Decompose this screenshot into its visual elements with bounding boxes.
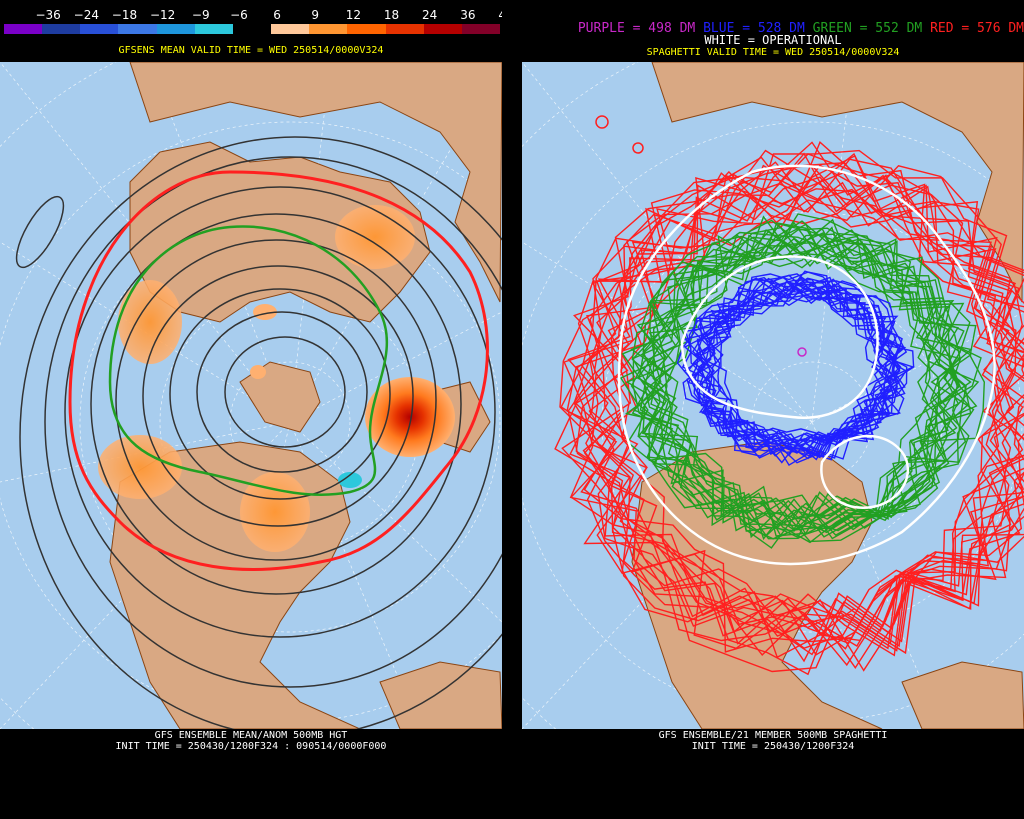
spaghetti-footer-title: GFS ENSEMBLE/21 MEMBER 500MB SPAGHETTI: [658, 730, 888, 741]
spaghetti-member-576: [586, 176, 1024, 672]
ensemble-mean-map[interactable]: [0, 62, 502, 729]
anomaly-colorbar: [4, 24, 501, 34]
land-masses: [631, 62, 1024, 729]
legend-purple: PURPLE = 498 DM: [577, 21, 696, 36]
colorbar-swatch: [80, 24, 119, 34]
spaghetti-legend: PURPLE = 498 DM BLUE = 528 DM GREEN = 55…: [522, 21, 1024, 36]
colorbar-tick-label: −6: [230, 8, 248, 22]
mean-footer-title: GFS ENSEMBLE MEAN/ANOM 500MB HGT: [154, 730, 348, 741]
spaghetti-member-576: [569, 156, 1024, 667]
colorbar-swatch: [232, 24, 272, 34]
spaghetti-member-552: [652, 223, 982, 539]
spaghetti-footer-init: INIT TIME = 250430/1200F324: [691, 741, 855, 752]
colorbar-tick-label: −36: [35, 8, 61, 22]
anomaly-europe: [365, 377, 455, 457]
spaghetti-member-528: [692, 276, 899, 442]
anomaly-siberia: [335, 205, 415, 269]
spaghetti-member-528: [696, 281, 908, 457]
colorbar-tick-label: 9: [311, 8, 320, 22]
contour-576-red: [68, 170, 489, 571]
colorbar-tick-labels: −36−24−18−12−9−6691218243648: [4, 8, 513, 22]
spaghetti-member-576: [589, 182, 1024, 656]
mean-valid-time-title: GFSENS MEAN VALID TIME = WED 250514/0000…: [118, 45, 384, 56]
colorbar-swatch: [347, 24, 386, 34]
spaghetti-member-552: [624, 237, 961, 532]
spaghetti-member-552: [640, 236, 970, 544]
spaghetti-member-552: [631, 230, 960, 527]
colorbar-tick-label: 6: [273, 8, 281, 22]
colorbar-tick-label: −24: [73, 8, 99, 22]
anomaly-north-pacific: [98, 435, 182, 499]
colorbar-swatch: [461, 24, 501, 34]
height-anomalies: [98, 205, 455, 552]
colorbar-swatch: [423, 24, 462, 34]
spaghetti-member-552: [648, 223, 972, 526]
spaghetti-panel: PURPLE = 498 DM BLUE = 528 DM GREEN = 55…: [522, 0, 1024, 819]
colorbar-tick-label: −9: [191, 8, 210, 22]
spaghetti-member-528: [676, 274, 895, 457]
colorbar-tick-label: 12: [345, 8, 362, 22]
legend-green: GREEN = 552 DM: [812, 21, 923, 36]
spaghetti-member-576: [567, 153, 1014, 676]
colorbar-swatch: [118, 24, 157, 34]
anomaly-negative-cyan: [338, 472, 362, 488]
spaghetti-member-552: [648, 226, 967, 540]
height-contours: [15, 136, 502, 729]
spaghetti-valid-time-title: SPAGHETTI VALID TIME = WED 250514/0000V3…: [646, 47, 900, 58]
legend-red: RED = 576 DM: [930, 21, 1024, 36]
mean-footer-init: INIT TIME = 250430/1200F324 : 090514/000…: [115, 741, 387, 752]
legend-blue: BLUE = 528 DM: [703, 21, 805, 36]
spaghetti-member-576: [554, 152, 1024, 649]
panel-separator: [502, 0, 522, 819]
colorbar-tick-label: 18: [383, 8, 400, 22]
colorbar-swatch: [42, 24, 81, 34]
spaghetti-member-576: [576, 164, 1024, 669]
colorbar-swatch: [385, 24, 424, 34]
spaghetti-purple-498: [595, 115, 807, 357]
ensemble-mean-panel: −36−24−18−12−9−6691218243648 GFSENS MEAN…: [0, 0, 514, 819]
mean-map-svg: [0, 62, 502, 729]
spaghetti-member-552: [632, 238, 967, 549]
spaghetti-white-operational: [617, 164, 996, 566]
spaghetti-map-svg: [522, 62, 1024, 729]
spaghetti-member-576: [575, 149, 1024, 648]
spaghetti-map[interactable]: [522, 62, 1024, 729]
legend-white: WHITE = OPERATIONAL: [704, 33, 842, 47]
colorbar-swatch: [156, 24, 195, 34]
colorbar-swatch: [194, 24, 233, 34]
colorbar-tick-label: −12: [149, 8, 176, 22]
anomaly-west-pacific: [118, 280, 182, 364]
spaghetti-member-528: [683, 283, 896, 459]
colorbar-swatch: [309, 24, 348, 34]
spaghetti-green-552: [619, 213, 986, 549]
contour-552-green: [108, 225, 389, 496]
colorbar-swatch: [4, 24, 43, 34]
colorbar-tick-label: 36: [460, 8, 476, 22]
colorbar-tick-label: 24: [422, 8, 438, 22]
spaghetti-member-552: [649, 227, 949, 541]
colorbar-swatch: [271, 24, 310, 34]
colorbar-tick-label: −18: [111, 8, 138, 22]
